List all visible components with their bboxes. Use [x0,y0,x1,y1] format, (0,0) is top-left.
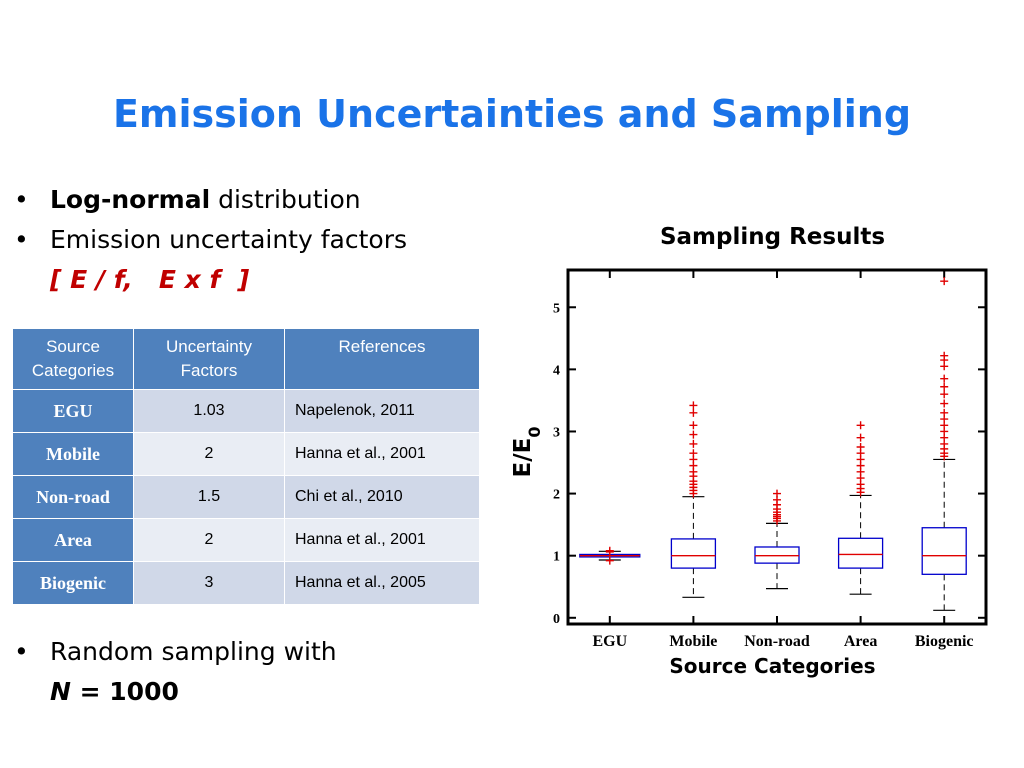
factor-cell: 1.5 [133,475,285,519]
table-row: Biogenic 3 Hanna et al., 2005 [12,561,480,605]
x-tick-label: Mobile [669,633,717,650]
x-tick-label: Area [844,633,877,650]
bullet-list-sampling: • Random sampling with N = 1000 [14,632,484,712]
outlier-marker [856,443,865,451]
y-tick-label: 4 [553,363,560,378]
iqr-box [837,537,884,569]
box-plot: 0 1 2 3 4 5 EGU Mobile Non-road Area Biogenic E/E0 [510,268,988,650]
reference-cell: Hanna et al., 2001 [284,432,480,476]
category-cell: Non-road [12,475,134,519]
category-cell: EGU [12,389,134,433]
y-tick-label: 1 [553,550,560,565]
table-row: Mobile 2 Hanna et al., 2001 [12,432,480,476]
table-row: Non-road 1.5 Chi et al., 2010 [12,475,480,519]
y-tick-label: 0 [553,612,560,627]
bullet-marker: • [14,225,29,254]
reference-cell: Napelenok, 2011 [284,389,480,433]
outlier-marker [773,489,781,498]
factor-cell: 3 [133,561,285,605]
bullet-random-sampling: • Random sampling with N = 1000 [14,632,484,712]
outlier-marker [940,382,949,391]
plot-frame [566,268,988,626]
iqr-box [921,527,967,575]
x-tick-label: Non-road [744,633,810,650]
category-cell: Biogenic [12,561,134,605]
bullet-text: Random sampling with [50,637,337,666]
sample-count-symbol: N [50,677,71,706]
header-source-categories: Source Categories [12,328,134,390]
bullet-list: • Log-normal distribution • Emission unc… [14,180,484,300]
sample-count-value: = 1000 [70,677,179,706]
y-axis-label: E/E0 [510,427,544,478]
outlier-marker [689,421,698,430]
bullet-uncertainty-factors: • Emission uncertainty factors [ E / f, … [14,220,484,300]
chart-title: Sampling Results [659,224,886,250]
table-row: Area 2 Hanna et al., 2001 [12,518,480,562]
bullet-text: Emission uncertainty factors [50,225,407,254]
y-tick-label: 3 [553,425,560,440]
outlier-marker [689,430,698,439]
factor-cell: 2 [133,432,285,476]
outlier-marker [940,277,949,286]
factor-cell: 1.03 [133,389,285,433]
bullet-marker: • [14,637,29,666]
outlier-marker [940,351,949,360]
factor-cell: 2 [133,518,285,562]
bullet-lognormal: • Log-normal distribution [14,180,484,220]
x-tick-label: EGU [592,633,627,650]
bullet-bold-text: Log-normal [50,185,211,214]
outlier-marker [940,390,949,399]
y-tick-label: 2 [553,488,560,503]
outlier-marker [689,439,698,448]
outlier-marker [605,547,614,556]
reference-cell: Hanna et al., 2001 [284,518,480,562]
table-header-row: Source Categories Uncertainty Factors Re… [12,328,480,390]
outlier-marker [689,401,698,410]
table-row: EGU 1.03 Napelenok, 2011 [12,389,480,433]
category-cell: Mobile [12,432,134,476]
category-cell: Area [12,518,134,562]
slide-title: Emission Uncertainties and Sampling [112,92,912,136]
uncertainty-formula: [ E / f, E x f ] [50,265,250,294]
iqr-box [670,538,717,569]
y-tick-label: 5 [553,301,560,316]
x-tick-label: Biogenic [915,633,974,650]
chart-x-axis-label: Source Categories [669,654,876,678]
outlier-marker [605,556,614,565]
outlier-marker [940,408,949,417]
reference-cell: Hanna et al., 2005 [284,561,480,605]
outlier-marker [856,421,865,430]
bullet-text: distribution [210,185,361,214]
uncertainty-table: Source Categories Uncertainty Factors Re… [12,328,480,605]
outlier-marker [689,449,698,458]
bullet-marker: • [14,185,29,214]
outlier-marker [940,399,949,408]
reference-cell: Chi et al., 2010 [284,475,480,519]
header-uncertainty-factors: Uncertainty Factors [133,328,285,390]
header-references: References [284,328,480,390]
outlier-marker [689,408,698,417]
outlier-marker [856,433,865,442]
outlier-marker [940,374,949,383]
